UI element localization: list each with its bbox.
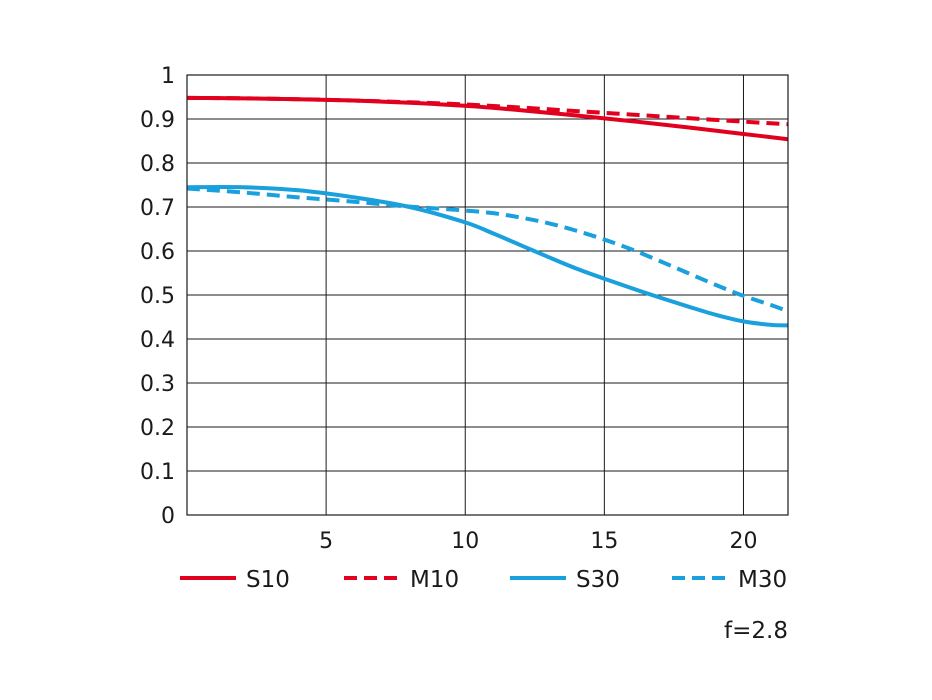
- aperture-note: f=2.8: [724, 618, 788, 644]
- y-tick-label: 0.4: [140, 328, 175, 353]
- y-tick-label: 0.5: [140, 284, 175, 309]
- series-line-s30: [186, 184, 789, 328]
- y-tick-label: 0.8: [140, 152, 175, 177]
- x-tick-label: 10: [451, 529, 479, 554]
- x-tick-label: 15: [590, 529, 618, 554]
- y-tick-label: 0.2: [140, 416, 175, 441]
- legend-label-s30: S30: [576, 567, 620, 593]
- legend-label-m30: M30: [738, 567, 787, 593]
- y-tick-label: 0.7: [140, 196, 175, 221]
- y-tick-label: 0.9: [140, 108, 175, 133]
- x-tick-labels: 5 10 15 20: [319, 529, 757, 554]
- legend-label-s10: S10: [246, 567, 290, 593]
- grid: [187, 74, 788, 516]
- y-tick-label: 0.3: [140, 372, 175, 397]
- legend: S10 M10 S30 M30: [180, 567, 787, 593]
- y-tick-labels: 0 0.1 0.2 0.3 0.4 0.5 0.6 0.7 0.8 0.9 1: [140, 64, 175, 529]
- y-tick-label: 0.1: [140, 460, 175, 485]
- y-tick-label: 1: [161, 64, 175, 89]
- series-line-m10: [186, 95, 789, 127]
- x-tick-label: 5: [319, 529, 333, 554]
- plot-frame: [186, 74, 789, 516]
- series-lines: [186, 95, 789, 328]
- x-tick-label: 20: [729, 529, 757, 554]
- y-tick-label: 0: [161, 504, 175, 529]
- y-tick-label: 0.6: [140, 240, 175, 265]
- legend-label-m10: M10: [410, 567, 459, 593]
- series-line-m30: [186, 186, 789, 314]
